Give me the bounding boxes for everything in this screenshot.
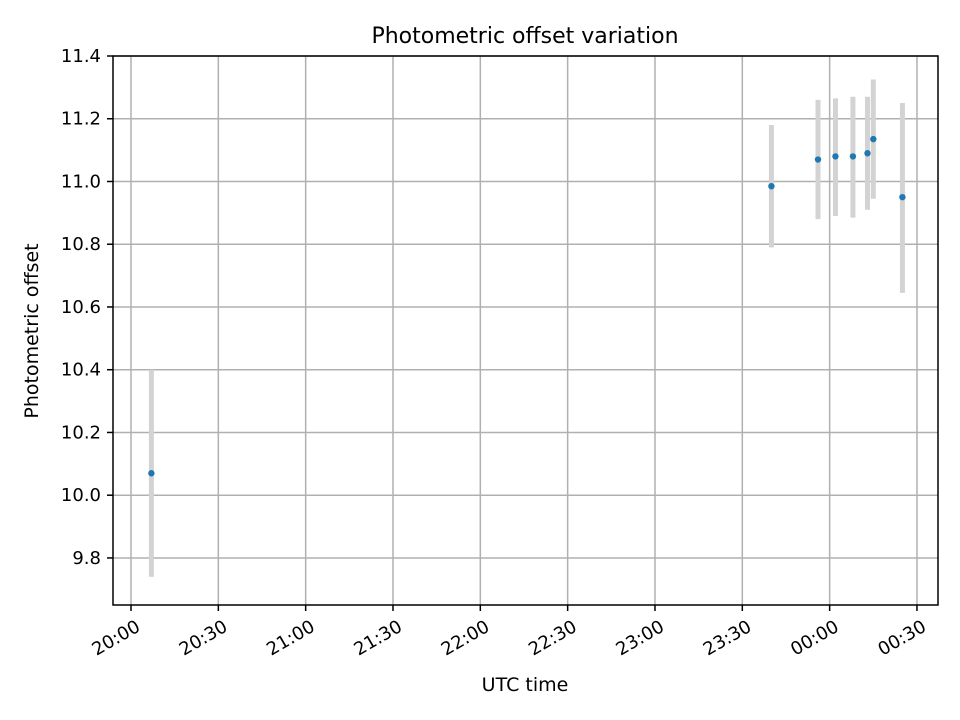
data-point <box>814 156 822 163</box>
x-tick-label: 23:30 <box>700 616 755 660</box>
data-points <box>148 135 906 477</box>
y-tick-label: 11.2 <box>61 109 101 130</box>
x-tick-label: 21:00 <box>263 616 318 660</box>
y-tick-label: 11.0 <box>61 171 101 192</box>
data-point <box>870 135 877 143</box>
x-axis-ticks: 20:00 20:30 21:00 21:30 22:00 22:30 23:00 23:30… <box>88 605 930 660</box>
chart-title: Photometric offset variation <box>371 24 678 49</box>
x-tick-label: 22:30 <box>525 616 580 660</box>
x-tick-label: 20:30 <box>176 616 231 660</box>
data-point <box>864 150 871 157</box>
y-tick-label: 10.8 <box>61 234 101 255</box>
y-tick-label: 10.6 <box>61 297 101 318</box>
x-tick-label: 00:00 <box>787 616 842 660</box>
data-point <box>148 470 155 477</box>
y-tick-label: 11.4 <box>61 46 101 67</box>
plot-frame <box>112 55 939 606</box>
x-axis-label: UTC time <box>482 674 569 696</box>
y-tick-label: 10.0 <box>61 485 101 506</box>
error-bars <box>148 79 905 577</box>
y-axis-label: Photometric offset <box>21 243 43 418</box>
data-point <box>832 153 839 160</box>
x-tick-label: 21:30 <box>350 616 405 660</box>
y-tick-label: 10.4 <box>61 360 101 381</box>
data-point <box>768 182 775 190</box>
data-point <box>849 153 857 160</box>
data-point <box>899 193 906 201</box>
x-tick-label: 23:00 <box>612 616 667 660</box>
grid <box>113 55 938 605</box>
y-axis-ticks: 9.8 10.0 10.2 10.4 10.6 10.8 11.0 11.2 11.4 <box>61 46 113 569</box>
y-tick-label: 10.2 <box>61 422 101 443</box>
y-tick-label: 9.8 <box>72 548 101 569</box>
x-tick-label: 20:00 <box>88 616 143 660</box>
x-tick-label: 22:00 <box>438 616 493 660</box>
x-tick-label: 00:30 <box>874 616 929 660</box>
